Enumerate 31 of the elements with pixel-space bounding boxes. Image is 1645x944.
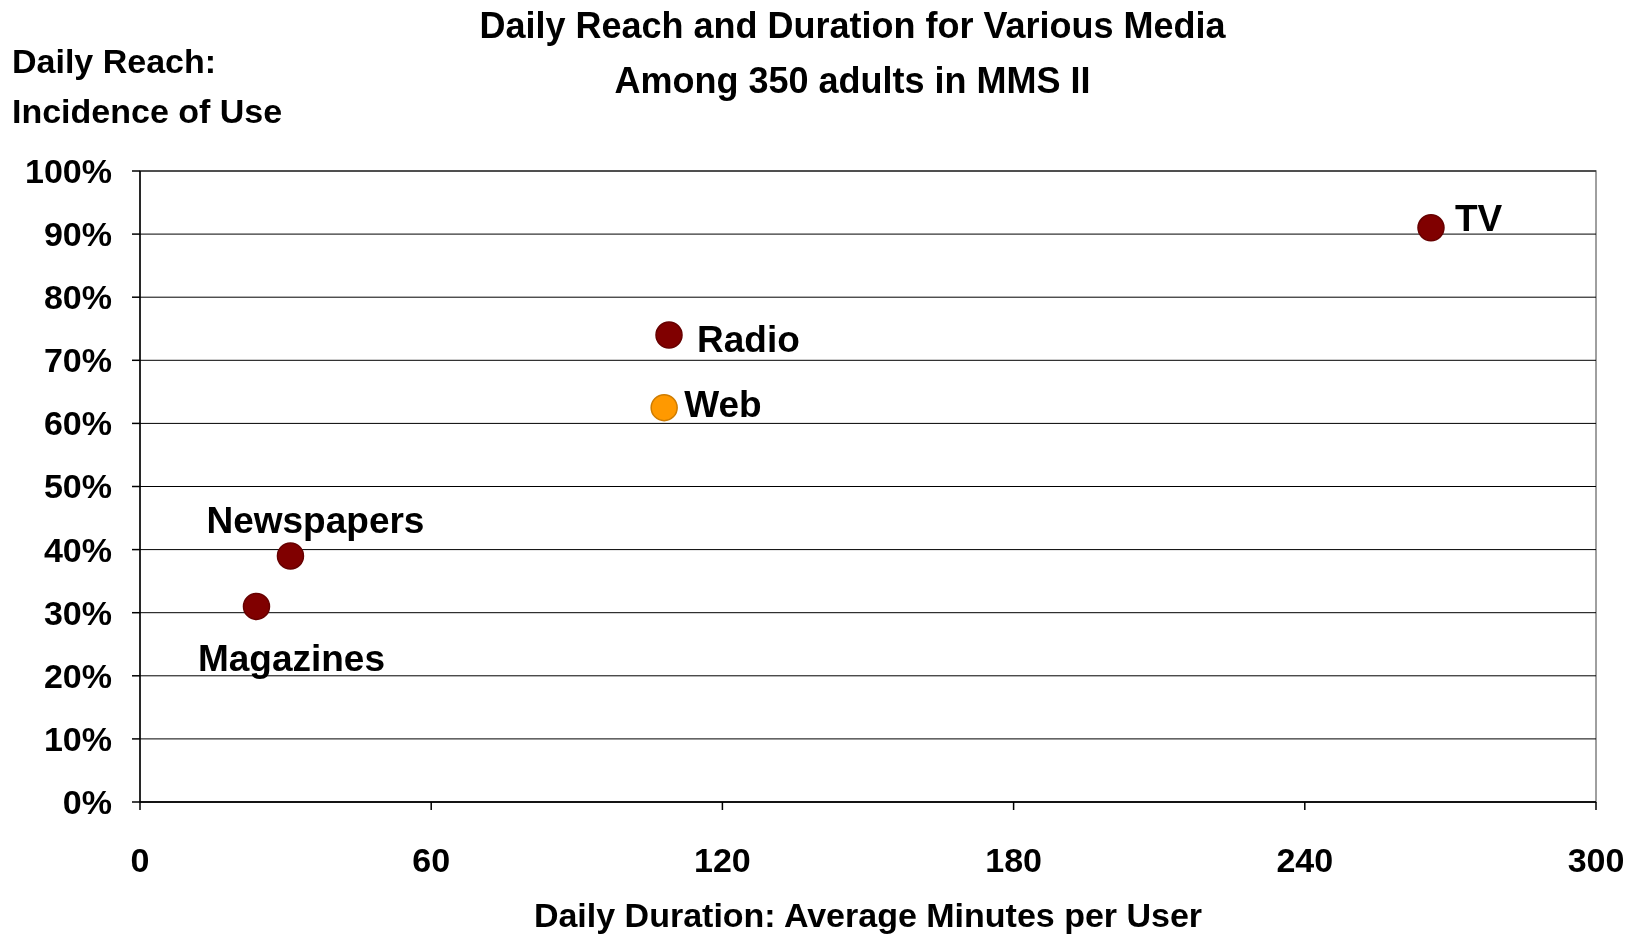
y-tick-label: 50% [43,467,112,506]
x-tick-label: 240 [1276,841,1334,879]
y-tick-label: 0% [62,782,112,821]
y-tick-label: 40% [43,530,112,569]
series-label: Magazines [197,638,386,680]
chart-title: Daily Reach and Duration for Various Media [479,5,1227,46]
point [1417,214,1445,242]
x-tick-label: 120 [694,841,751,879]
point [276,542,305,570]
series-label: Web [684,383,762,425]
y-tick-label: 60% [43,404,112,443]
x-tick-label: 300 [1567,841,1625,879]
x-tick-label: 60 [412,841,451,879]
point [242,592,271,621]
y-tick-label: 10% [43,719,112,758]
x-tick-label: 180 [985,841,1042,879]
series-label: Newspapers [206,499,425,541]
y-axis-title: Daily Reach: Incidence of Use [12,42,283,130]
y-tick-label: 20% [43,656,112,695]
point [650,393,678,422]
y-tick-label: 30% [43,593,112,632]
series-label: TV [1454,197,1503,239]
y-tick-label: 100% [25,151,112,190]
x-tick-label: 0 [130,841,150,879]
y-tick-label: 90% [43,215,112,253]
x-axis-title: Daily Duration: Average Minutes per User [533,896,1203,934]
point [655,321,683,349]
chart-subtitle: Among 350 adults in MMS II [614,60,1091,101]
series-label: Radio [697,319,800,361]
y-tick-label: 80% [43,278,112,317]
y-tick-label: 70% [43,341,112,380]
